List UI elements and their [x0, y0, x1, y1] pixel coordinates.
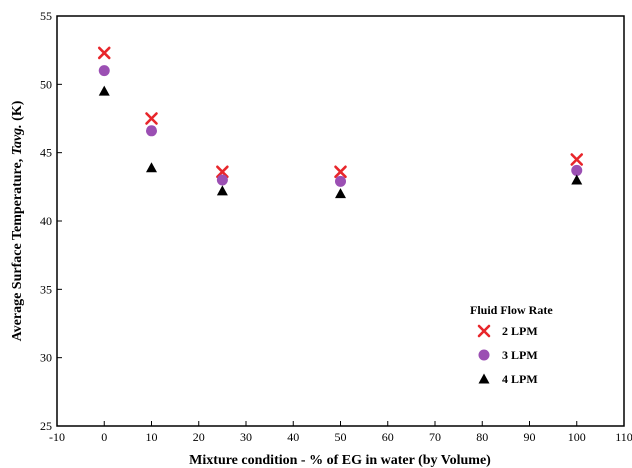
- data-point-circle: [335, 175, 346, 187]
- y-tick-label: 40: [40, 214, 52, 228]
- data-point-circle: [216, 174, 228, 186]
- y-axis-title: Average Surface Temperature, Tavg. (K): [10, 100, 25, 341]
- legend-label: 3 LPM: [502, 348, 538, 362]
- data-point-circle: [98, 65, 110, 77]
- data-point-x: [334, 165, 347, 179]
- y-axis-title-italic: Tavg.: [10, 124, 25, 155]
- legend-items: 2 LPM 3 LPM 4 LPM: [477, 324, 538, 386]
- data-point-circle: [146, 125, 157, 137]
- data-point-x: [570, 153, 584, 166]
- x-tick-label: 30: [240, 430, 252, 444]
- y-tick-label: 30: [40, 351, 52, 365]
- x-tick-label: 90: [524, 430, 536, 444]
- x-tick-label: 80: [476, 430, 488, 444]
- x-tick-label: 20: [193, 430, 205, 444]
- x-tick-label: -10: [49, 430, 65, 444]
- data-point-triangle: [216, 185, 228, 196]
- y-axis-title-prefix: Average Surface Temperature,: [10, 155, 25, 341]
- y-tick-label: 35: [40, 282, 52, 296]
- x-tick-label: 110: [615, 430, 632, 444]
- y-tick-label: 25: [40, 419, 52, 433]
- data-point-x: [216, 165, 229, 179]
- x-tick-label: 40: [287, 430, 299, 444]
- data-point-triangle: [571, 174, 583, 185]
- data-point-circle: [571, 164, 583, 176]
- data-point-triangle: [146, 162, 157, 173]
- y-tick-label: 50: [40, 77, 52, 91]
- legend-marker-circle: [478, 349, 490, 361]
- y-tick-label: 45: [40, 146, 52, 160]
- x-tick-label: 10: [146, 430, 158, 444]
- axis-ticks: -10 0 10 20 30 40 50 60 70 80 90 100 110 25 30 35 40 45 50…: [40, 9, 632, 444]
- x-tick-label: 0: [101, 430, 107, 444]
- x-axis-title: Mixture condition - % of EG in water (by…: [189, 453, 491, 468]
- y-axis-title-suffix: (K): [10, 100, 25, 124]
- data-point-triangle: [335, 188, 346, 199]
- data-point-x: [97, 46, 111, 60]
- x-tick-label: 60: [382, 430, 394, 444]
- y-tick-label: 55: [40, 9, 52, 23]
- plot-frame: [56, 15, 625, 427]
- data-points: [97, 46, 584, 199]
- x-tick-label: 70: [429, 430, 441, 444]
- data-point-x: [145, 112, 158, 125]
- legend: Fluid Flow Rate 2 LPM 3 LPM 4 LPM: [470, 303, 553, 386]
- data-point-triangle: [98, 85, 110, 96]
- legend-title: Fluid Flow Rate: [470, 303, 553, 317]
- legend-marker-x: [477, 324, 491, 338]
- legend-label: 4 LPM: [502, 372, 538, 386]
- legend-label: 2 LPM: [502, 324, 538, 338]
- x-tick-label: 100: [568, 430, 586, 444]
- x-tick-label: 50: [335, 430, 347, 444]
- legend-marker-triangle: [478, 373, 490, 384]
